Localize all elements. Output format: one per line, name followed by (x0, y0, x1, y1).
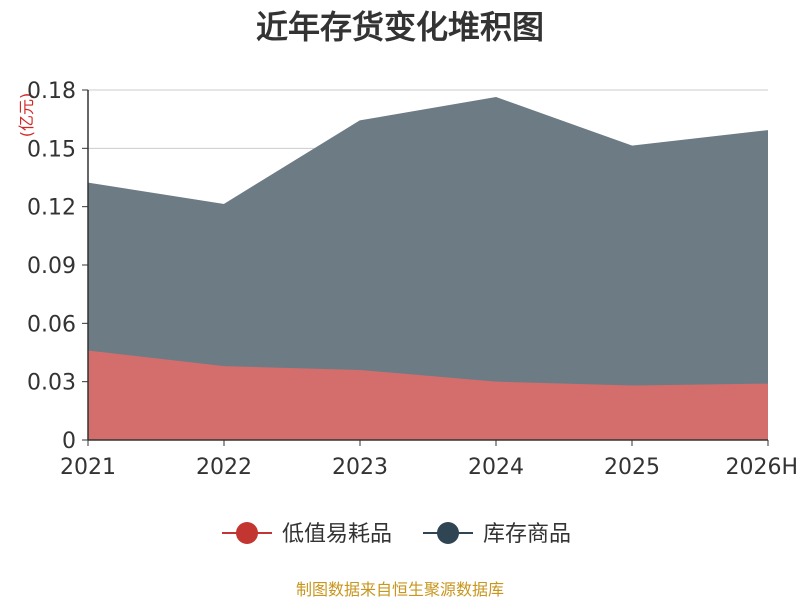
area-line-1 (87, 97, 769, 206)
area-series-0 (88, 350, 768, 440)
axes: 0 0.03 0.06 0.09 0.12 0.15 0.18 2021 2022 2023 202… (27, 79, 798, 480)
source-note: 制图数据来自恒生聚源数据库 (296, 580, 504, 599)
x-tick-label: 2024 (468, 455, 524, 480)
x-tick-label: 2021 (60, 455, 116, 480)
legend-marker (437, 522, 459, 544)
x-tick-label: 2025 (604, 455, 660, 480)
y-tick-label: 0.12 (27, 196, 76, 221)
legend-item-1[interactable]: 库存商品 (423, 522, 571, 547)
x-tick-label: 2022 (196, 455, 252, 480)
y-tick-label: 0.09 (27, 254, 76, 279)
legend-label: 低值易耗品 (282, 522, 392, 547)
y-tick-label: 0 (62, 429, 76, 454)
x-tick-label: 2023 (332, 455, 388, 480)
x-tick-label: 2026H (725, 455, 798, 480)
area-series-1 (88, 97, 768, 386)
y-tick-label: 0.15 (27, 137, 76, 162)
legend-marker (236, 522, 258, 544)
legend-label: 库存商品 (483, 522, 571, 547)
area-series (87, 97, 769, 440)
y-tick-label: 0.03 (27, 371, 76, 396)
y-tick-label: 0.06 (27, 312, 76, 337)
chart-title: 近年存货变化堆积图 (256, 8, 544, 46)
y-unit-label: (亿元) (17, 93, 36, 138)
legend[interactable]: 低值易耗品 库存商品 (222, 522, 571, 547)
legend-item-0[interactable]: 低值易耗品 (222, 522, 392, 547)
y-tick-label: 0.18 (27, 79, 76, 104)
